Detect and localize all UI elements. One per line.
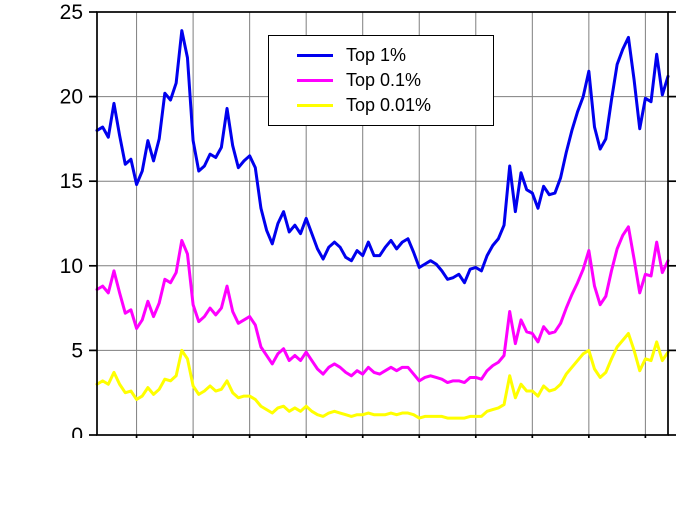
svg-text:5: 5: [71, 339, 83, 362]
legend-label: Top 0.1%: [346, 70, 422, 90]
legend-item: Top 0.01%: [297, 93, 493, 118]
legend-label: Top 0.01%: [346, 95, 432, 115]
legend-item: Top 0.1%: [297, 68, 493, 93]
legend-label: Top 1%: [346, 45, 407, 65]
svg-text:20: 20: [60, 86, 83, 109]
svg-text:15: 15: [60, 170, 83, 193]
legend-line-swatch: [297, 54, 333, 57]
legend-line-swatch: [297, 79, 333, 82]
svg-text:0: 0: [71, 424, 83, 447]
legend-item: Top 1%: [297, 43, 493, 68]
svg-text:10: 10: [60, 255, 83, 278]
legend-line-swatch: [297, 104, 333, 107]
legend: Top 1% Top 0.1% Top 0.01%: [268, 35, 494, 126]
svg-text:25: 25: [60, 1, 83, 24]
